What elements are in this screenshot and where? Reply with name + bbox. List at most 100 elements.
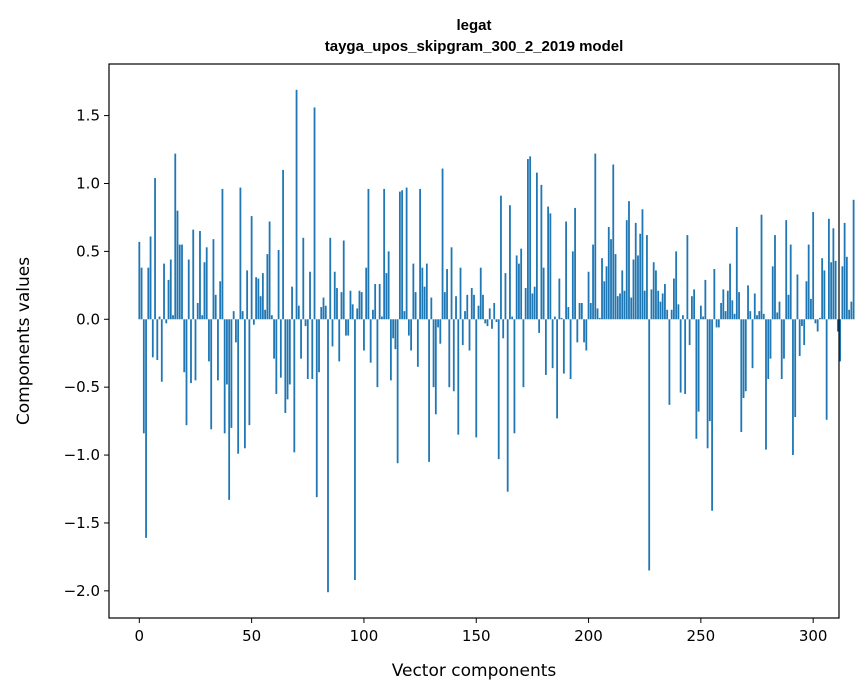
bar-170	[520, 248, 523, 320]
bar-175	[531, 293, 534, 320]
bar-93	[347, 319, 350, 336]
bar-208	[605, 266, 608, 320]
bar-190	[565, 221, 567, 320]
bar-50	[250, 216, 253, 320]
bar-281	[769, 319, 772, 359]
bar-121	[410, 319, 413, 351]
bar-129	[428, 319, 430, 462]
bar-262	[726, 290, 729, 320]
bar-263	[729, 263, 731, 320]
bar-191	[567, 307, 570, 320]
bar-19	[181, 244, 183, 320]
bar-223	[639, 233, 642, 320]
bar-314	[843, 222, 846, 320]
bar-150	[475, 319, 478, 438]
chart-title: legat	[456, 17, 491, 34]
bar-199	[585, 319, 588, 351]
bar-179	[540, 184, 543, 320]
bar-312	[839, 319, 842, 362]
bar-146	[466, 294, 469, 320]
bar-140	[452, 319, 455, 392]
bar-134	[439, 319, 442, 344]
bar-68	[291, 286, 293, 320]
bar-197	[580, 302, 583, 320]
bar-83	[324, 305, 327, 320]
bar-173	[527, 159, 529, 320]
bar-318	[852, 199, 855, 320]
bar-167	[513, 319, 516, 434]
bar-308	[830, 262, 833, 320]
bar-198	[583, 319, 585, 343]
bar-177	[535, 172, 538, 320]
bar-7	[154, 178, 156, 320]
bar-250	[699, 305, 702, 320]
bar-181	[544, 319, 547, 375]
bar-160	[497, 319, 500, 460]
bar-20	[183, 319, 186, 373]
bar-211	[612, 164, 615, 320]
bar-117	[401, 190, 404, 320]
bar-284	[776, 312, 779, 320]
bar-218	[628, 201, 630, 320]
bar-70	[295, 89, 298, 320]
x-tick-label-2: 100	[350, 627, 379, 645]
bar-276	[758, 311, 761, 320]
bar-155	[486, 319, 489, 327]
bar-289	[787, 294, 790, 320]
bar-301	[814, 319, 817, 324]
bar-193	[571, 251, 574, 320]
bar-125	[419, 188, 421, 320]
bar-148	[470, 288, 473, 320]
bar-305	[823, 270, 826, 320]
bar-293	[796, 274, 799, 320]
bar-184	[551, 319, 554, 369]
bar-306	[825, 319, 828, 420]
y-tick-label-4: 0.0	[76, 310, 100, 328]
bar-26	[196, 302, 199, 320]
bar-233	[661, 293, 664, 320]
bar-14	[169, 259, 172, 320]
bar-235	[666, 309, 669, 320]
bar-82	[322, 297, 325, 320]
bar-131	[432, 319, 435, 388]
bar-285	[778, 301, 781, 320]
bar-246	[690, 296, 693, 320]
bar-139	[450, 247, 453, 320]
bar-261	[724, 311, 727, 320]
bar-40	[228, 319, 231, 500]
bar-142	[457, 319, 460, 435]
bar-154	[484, 319, 487, 324]
bar-248	[695, 319, 698, 439]
bar-55	[261, 273, 264, 320]
bar-291	[792, 319, 794, 456]
bar-168	[515, 255, 518, 320]
bar-252	[704, 279, 707, 320]
bar-109	[383, 188, 386, 320]
bar-9	[158, 316, 161, 320]
bar-247	[693, 289, 696, 320]
bar-207	[603, 281, 606, 320]
bar-41	[230, 319, 233, 428]
plot-frame	[108, 63, 840, 619]
bar-13	[167, 279, 170, 320]
bar-219	[630, 297, 633, 320]
bar-66	[286, 319, 289, 400]
bar-210	[610, 239, 612, 320]
bar-239	[675, 251, 678, 320]
x-tick-label-6: 300	[799, 627, 828, 645]
bar-226	[646, 235, 648, 320]
bar-8	[156, 319, 159, 361]
bar-209	[607, 226, 610, 320]
bar-124	[416, 319, 419, 367]
bar-268	[740, 319, 743, 432]
y-tick-label-0: −2.0	[64, 582, 100, 600]
bar-116	[398, 191, 401, 320]
bar-274	[753, 293, 756, 320]
bar-212	[614, 254, 617, 320]
bar-231	[657, 290, 660, 320]
bar-172	[524, 288, 527, 320]
bar-294	[798, 319, 801, 356]
x-tick-label-5: 250	[687, 627, 716, 645]
bar-86	[331, 319, 334, 347]
bar-122	[412, 263, 415, 320]
